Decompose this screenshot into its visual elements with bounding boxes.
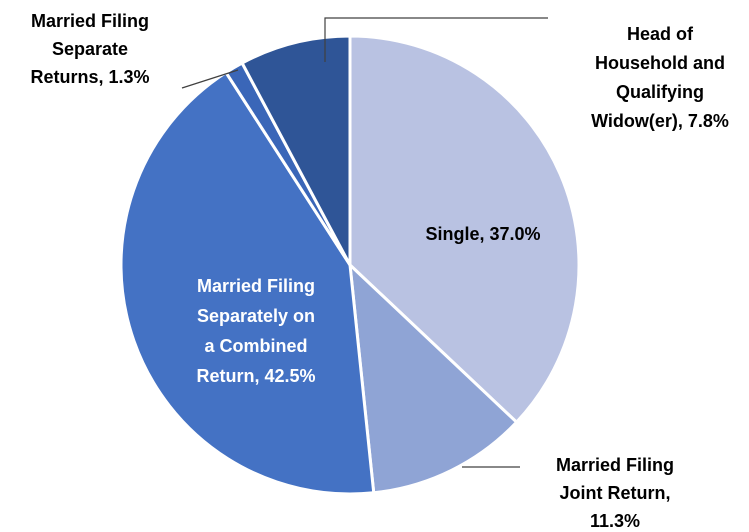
slice-label: Single, 37.0% [425,224,540,244]
leader-line [324,17,548,62]
slices [119,34,581,496]
leader-line [181,69,239,89]
slice [240,34,352,266]
slice-label: Widow(er), 7.8% [591,111,729,131]
slice-label: Return, 42.5% [196,366,315,386]
slice-label: Married Filing [197,276,315,296]
leader-lines [181,17,548,468]
slice-label: Joint Return, [560,483,671,503]
slice [348,261,519,495]
slice-label: Separate [52,39,128,59]
slice-label: Married Filing [31,11,149,31]
slice-label: Qualifying [616,82,704,102]
slice-label: 11.3% [590,511,640,531]
slice-label: Returns, 1.3% [30,67,149,87]
slice-label: Separately on [197,306,315,326]
slice-label: Head of [627,24,694,44]
slice [119,70,376,496]
slice [348,34,581,425]
slice-label: Married Filing [556,455,674,475]
slice-label: a Combined [204,336,307,356]
slice-label: Household and [595,53,725,73]
